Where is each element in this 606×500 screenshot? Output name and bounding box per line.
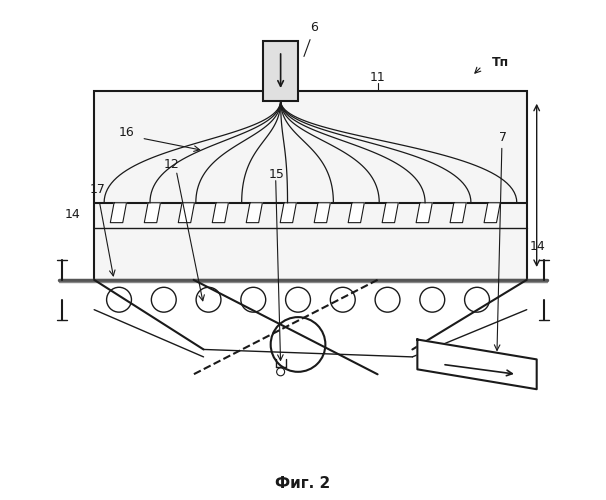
Text: 17: 17 [89,183,105,196]
Polygon shape [418,340,537,389]
Text: 15: 15 [268,168,284,181]
Polygon shape [212,203,228,222]
Polygon shape [416,203,432,222]
Text: 14: 14 [64,208,80,220]
Bar [94,91,527,280]
Text: 11: 11 [370,71,385,84]
Bar [263,41,298,101]
Polygon shape [246,203,262,222]
Polygon shape [280,203,296,222]
Polygon shape [314,203,330,222]
Polygon shape [144,203,161,222]
Polygon shape [178,203,195,222]
Polygon shape [484,203,500,222]
Text: 16: 16 [119,126,135,138]
Text: Тп: Тп [492,56,509,69]
Text: 12: 12 [164,158,179,171]
Polygon shape [450,203,466,222]
Polygon shape [110,203,127,222]
Polygon shape [382,203,398,222]
Text: 7: 7 [499,130,507,143]
Text: Фиг. 2: Фиг. 2 [275,476,331,491]
Polygon shape [348,203,364,222]
Text: 6: 6 [304,21,318,57]
Text: 14: 14 [529,240,545,253]
